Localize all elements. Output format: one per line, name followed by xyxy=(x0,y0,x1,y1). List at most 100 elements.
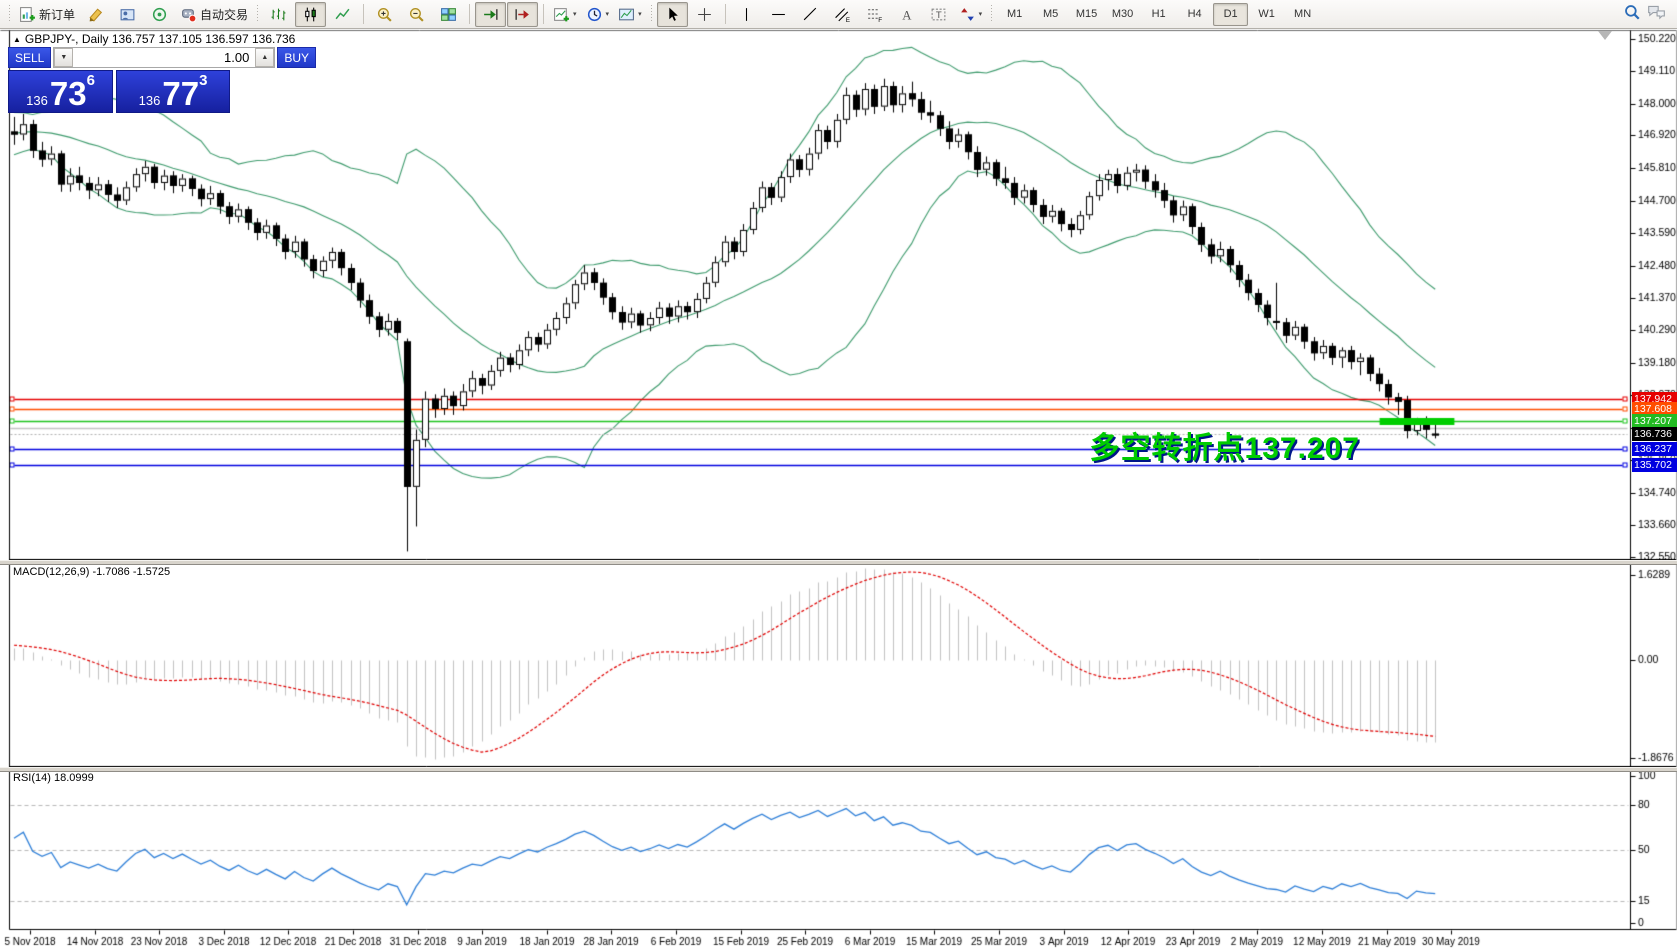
auto-scroll-button[interactable] xyxy=(475,1,507,27)
bar-chart-button[interactable] xyxy=(263,2,294,27)
pane-splitter-rsi[interactable] xyxy=(0,767,1677,772)
arrows-icon xyxy=(959,6,976,23)
buy-button[interactable]: BUY xyxy=(277,47,317,68)
auto-scroll-icon xyxy=(482,6,499,23)
vertical-line-button[interactable] xyxy=(731,2,762,27)
text-label-icon: T xyxy=(930,6,947,23)
sell-price-prefix: 136 xyxy=(26,93,48,108)
arrows-button[interactable]: ▾ xyxy=(955,2,987,27)
bid-price-label: 136.736 xyxy=(1632,427,1677,441)
equidistant-channel-icon: E xyxy=(834,6,851,23)
scale-marker-icon xyxy=(1598,31,1612,40)
tile-windows-button[interactable] xyxy=(433,2,464,27)
sell-price-big: 73 xyxy=(49,75,87,112)
lot-size-input[interactable] xyxy=(73,48,256,67)
hline-price-label: 136.237 xyxy=(1632,442,1677,456)
timeframe-m1[interactable]: M1 xyxy=(1006,8,1023,20)
timeframe-d1[interactable]: D1 xyxy=(1213,2,1249,26)
equidistant-channel-button[interactable]: E xyxy=(827,2,858,27)
main-toolbar: 新订单 自动交易 ▾ ▾ ▾ E F A T ▾ M1 M5 M15 M30 H… xyxy=(0,0,1677,29)
lot-increase-button[interactable]: ▲ xyxy=(255,48,275,67)
hline-price-label: 137.608 xyxy=(1632,402,1677,416)
hline-price-label: 137.207 xyxy=(1632,414,1677,428)
fibonacci-button[interactable]: F xyxy=(859,2,890,27)
timeframe-h1[interactable]: H1 xyxy=(1151,8,1166,20)
toolbar-grip[interactable] xyxy=(990,4,994,24)
tile-windows-icon xyxy=(440,6,457,23)
toolbar-grip[interactable] xyxy=(8,4,11,24)
styler-button[interactable] xyxy=(80,2,111,27)
autotrading-icon xyxy=(180,6,197,23)
trend-line-button[interactable] xyxy=(795,2,826,27)
sell-button[interactable]: SELL xyxy=(8,47,52,68)
chart-title-bar: ▲ GBPJPY-, Daily 136.757 137.105 136.597 … xyxy=(13,32,295,46)
chart-title: GBPJPY-, Daily 136.757 137.105 136.597 1… xyxy=(24,32,296,46)
toolbar-separator xyxy=(363,4,365,24)
sell-price-sup: 6 xyxy=(86,72,95,89)
dropdown-caret-icon: ▾ xyxy=(605,11,610,18)
signals-radar-icon xyxy=(151,6,168,23)
buy-price-big: 77 xyxy=(162,75,200,112)
fibonacci-icon: F xyxy=(866,6,883,23)
new-chart-button[interactable]: ▾ xyxy=(549,2,581,27)
svg-text:F: F xyxy=(878,16,882,22)
timeframe-m30[interactable]: M30 xyxy=(1111,8,1134,20)
toolbar-grip[interactable] xyxy=(256,4,260,24)
toolbar-separator xyxy=(469,4,471,24)
text-button[interactable]: A xyxy=(891,2,922,27)
crosshair-icon xyxy=(696,6,713,23)
collapse-triangle-icon: ▲ xyxy=(13,35,21,44)
zoom-out-button[interactable] xyxy=(401,2,432,27)
timeframe-w1[interactable]: W1 xyxy=(1258,8,1275,20)
cursor-icon xyxy=(664,6,681,23)
sell-price-display[interactable]: 136 73 6 xyxy=(8,70,114,113)
zoom-in-button[interactable] xyxy=(369,2,400,27)
timeframe-mn[interactable]: MN xyxy=(1294,8,1312,20)
market-watch-button[interactable] xyxy=(112,2,143,27)
dropdown-caret-icon: ▾ xyxy=(978,11,983,18)
zoom-in-icon xyxy=(376,6,393,23)
candlestick-chart-button[interactable] xyxy=(295,1,327,27)
new-chart-icon xyxy=(553,6,570,23)
search-icon[interactable] xyxy=(1623,3,1641,26)
autotrading-button[interactable]: 自动交易 xyxy=(176,2,252,27)
buy-price-display[interactable]: 136 77 3 xyxy=(116,70,230,113)
buy-price-sup: 3 xyxy=(199,72,208,89)
periods-clock-icon xyxy=(586,6,603,23)
market-watch-icon xyxy=(119,6,136,23)
trend-line-icon xyxy=(802,6,819,23)
new-order-button[interactable]: 新订单 xyxy=(15,2,79,27)
horizontal-line-icon xyxy=(770,6,787,23)
cursor-button[interactable] xyxy=(656,1,688,27)
horizontal-line-button[interactable] xyxy=(763,2,794,27)
new-order-label: 新订单 xyxy=(39,7,76,22)
dropdown-caret-icon: ▾ xyxy=(638,11,642,18)
buy-price-prefix: 136 xyxy=(138,93,161,108)
timeframe-h4[interactable]: H4 xyxy=(1187,8,1202,20)
candlestick-chart-icon xyxy=(302,6,319,23)
macd-indicator-label: MACD(12,26,9) -1.7086 -1.5725 xyxy=(13,566,171,578)
chart-shift-button[interactable] xyxy=(507,1,539,27)
signals-radar-button[interactable] xyxy=(144,2,175,27)
dropdown-caret-icon: ▾ xyxy=(573,11,577,18)
line-chart-button[interactable] xyxy=(327,2,358,27)
chart-annotation-text[interactable]: 多空转折点137.207 xyxy=(1089,432,1360,465)
chart-shift-icon xyxy=(514,6,531,23)
lot-decrease-button[interactable]: ▼ xyxy=(54,48,74,67)
toolbar-grip[interactable] xyxy=(649,4,653,24)
pane-splitter-macd[interactable] xyxy=(0,560,1677,565)
timeframe-m15[interactable]: M15 xyxy=(1075,8,1098,20)
periods-clock-button[interactable]: ▾ xyxy=(582,2,614,27)
chat-icon[interactable] xyxy=(1647,3,1666,26)
crosshair-button[interactable] xyxy=(689,2,720,27)
text-label-button[interactable]: T xyxy=(923,2,954,27)
timeframe-m5[interactable]: M5 xyxy=(1042,8,1059,20)
zoom-out-icon xyxy=(408,6,425,23)
lot-size-control: ▼ ▲ xyxy=(53,47,276,68)
new-order-icon xyxy=(19,6,36,23)
templates-button[interactable]: ▾ xyxy=(614,2,646,27)
toolbar-separator xyxy=(724,4,726,24)
hline-price-label: 135.702 xyxy=(1632,458,1677,472)
styler-icon xyxy=(87,6,104,23)
